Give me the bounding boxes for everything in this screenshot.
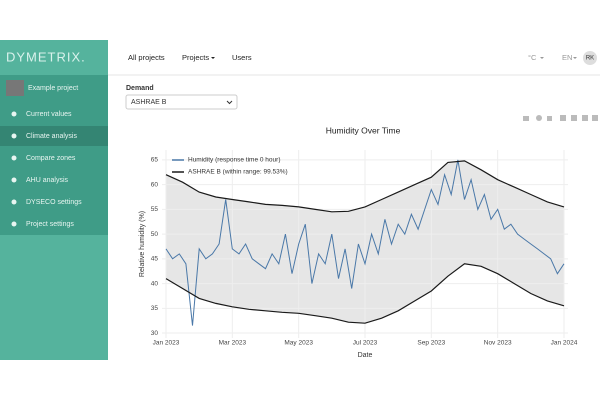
menu: Current values Climate analysis Compare … — [11, 111, 82, 228]
x-tick-label: Jan 2024 — [551, 340, 578, 347]
demand-select[interactable] — [125, 94, 238, 110]
tool-icon[interactable] — [536, 115, 542, 121]
caret — [573, 57, 577, 59]
icon — [11, 199, 17, 205]
tool-icon[interactable] — [560, 115, 566, 121]
nav-link[interactable]: Users — [232, 53, 252, 62]
x-tick-label: Sep 2023 — [417, 340, 445, 347]
menu-item[interactable]: Current values — [26, 111, 72, 118]
icon — [11, 221, 17, 227]
caret — [211, 57, 215, 59]
demand-value: ASHRAE B — [131, 99, 167, 106]
y-tick-label: 60 — [151, 181, 159, 188]
tool-icon[interactable] — [523, 116, 529, 121]
menu-panel — [0, 75, 108, 235]
avatar-initials: RK — [586, 56, 594, 62]
project-thumb — [6, 80, 24, 96]
menu-item[interactable]: Climate analysis — [26, 133, 77, 140]
menu-item[interactable]: AHU analysis — [26, 177, 69, 184]
tool-icon[interactable] — [571, 115, 577, 121]
icon — [11, 133, 17, 139]
nav-link[interactable]: All projects — [128, 53, 165, 62]
caret — [226, 100, 233, 105]
legend-label: Humidity (response time 0 hour) — [188, 157, 280, 164]
range-upper — [165, 160, 565, 213]
icon — [11, 111, 17, 117]
language-menu[interactable]: EN — [562, 53, 572, 62]
project-name[interactable]: Example project — [28, 85, 78, 92]
chart-toolbar — [523, 115, 598, 121]
menu-item[interactable]: DYSECO settings — [26, 199, 82, 206]
x-tick-label: May 2023 — [284, 340, 313, 347]
x-tick-label: Nov 2023 — [484, 340, 512, 347]
icon — [11, 177, 17, 183]
unit-menu[interactable]: °C — [528, 53, 537, 62]
menu-item[interactable]: Compare zones — [26, 155, 76, 162]
y-tick-label: 40 — [151, 280, 159, 287]
menu-item[interactable]: Project settings — [26, 221, 74, 228]
avatar[interactable] — [583, 51, 597, 65]
logo[interactable]: DYMETRIX. — [6, 49, 86, 64]
y-tick-label: 35 — [151, 305, 159, 312]
icon — [11, 155, 17, 161]
chart-title: Humidity Over Time — [326, 125, 401, 135]
caret — [540, 57, 544, 59]
range-lower — [165, 263, 565, 324]
y-tick-label: 55 — [151, 206, 159, 213]
x-tick-label: Jul 2023 — [353, 340, 378, 347]
x-tick-label: Mar 2023 — [219, 340, 247, 347]
y-tick-label: 30 — [151, 330, 159, 337]
demand-label: Demand — [126, 85, 154, 92]
x-tick-label: Jan 2023 — [153, 340, 180, 347]
humidity-line — [165, 159, 565, 326]
active-item — [0, 126, 108, 146]
y-tick-label: 50 — [151, 231, 159, 238]
tool-icon[interactable] — [592, 115, 598, 121]
y-tick-label: 45 — [151, 256, 159, 263]
nav-link[interactable]: Projects — [182, 53, 209, 62]
y-axis-label: Relative humidity (%) — [139, 211, 146, 277]
x-axis-label: Date — [358, 352, 373, 359]
tool-icon[interactable] — [582, 115, 588, 121]
legend-label: ASHRAE B (within range: 99.53%) — [188, 169, 288, 176]
tool-icon[interactable] — [547, 116, 552, 121]
y-tick-label: 65 — [151, 157, 159, 164]
